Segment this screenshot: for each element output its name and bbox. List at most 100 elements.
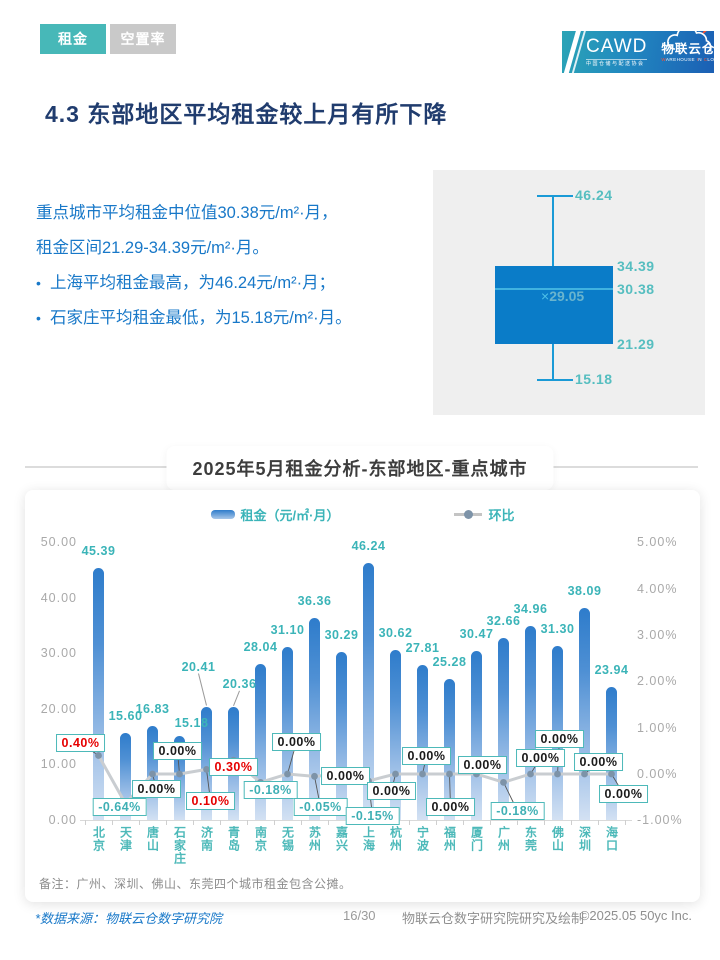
rent-value-label: 15.60 xyxy=(108,709,143,724)
rent-value-label: 25.28 xyxy=(432,655,467,670)
mom-change-badge: 0.40% xyxy=(55,734,106,752)
rent-value-label: 34.96 xyxy=(513,601,548,616)
legend-item-rent: 租金（元/㎡·月） xyxy=(210,505,340,524)
boxplot-upper-cap xyxy=(537,195,573,197)
summary-text: 重点城市平均租金中位值30.38元/m²·月， 租金区间21.29-34.39元… xyxy=(36,196,436,336)
rent-value-label: 31.10 xyxy=(270,623,305,638)
x-axis-label: 福州 xyxy=(442,826,457,852)
mom-dot xyxy=(527,770,534,778)
page-title: 4.3 东部地区平均租金较上月有所下降 xyxy=(45,101,448,128)
right-axis-tick: 0.00% xyxy=(637,767,678,781)
rent-boxplot: 46.24 34.39 30.38 21.29 15.18 ×29.05 xyxy=(433,170,705,415)
x-axis-label: 苏州 xyxy=(307,826,322,852)
rent-value-label: 30.62 xyxy=(378,625,413,640)
mom-dot xyxy=(203,765,210,773)
cawd-wordmark: CAWD xyxy=(586,36,648,57)
rent-bar xyxy=(336,651,347,820)
mom-dot xyxy=(608,770,615,778)
x-axis-label: 嘉兴 xyxy=(334,826,349,852)
mom-dot xyxy=(149,770,156,778)
mom-dot xyxy=(554,770,561,778)
data-source: *数据来源：物联云仓数字研究院 xyxy=(35,911,223,926)
rent-bar xyxy=(255,664,266,820)
summary-bullet: • 上海平均租金最高，为46.24元/m²·月； xyxy=(36,266,436,301)
mom-dot xyxy=(446,770,453,778)
mom-change-badge: -0.18% xyxy=(490,802,545,820)
rent-value-label: 27.81 xyxy=(405,641,440,656)
mom-change-badge: 0.00% xyxy=(425,798,476,816)
mom-change-badge: 0.00% xyxy=(401,747,452,765)
x-axis-label: 青岛 xyxy=(226,826,241,852)
mom-dot xyxy=(392,770,399,778)
boxplot-q3-label: 34.39 xyxy=(617,257,655,274)
tab-vacancy[interactable]: 空置率 xyxy=(110,24,176,54)
x-axis-label: 深圳 xyxy=(577,826,592,852)
boxplot-box xyxy=(495,265,613,344)
x-axis-tick xyxy=(328,820,329,825)
x-axis-label: 宁波 xyxy=(415,826,430,852)
x-axis-label: 北京 xyxy=(91,826,106,852)
rent-bar xyxy=(471,650,482,820)
rent-bar xyxy=(120,733,131,820)
x-axis-label: 海口 xyxy=(604,826,619,852)
boxplot-median-label: 30.38 xyxy=(617,281,655,298)
rent-bar xyxy=(174,735,185,820)
rent-bar xyxy=(417,665,428,820)
wuliancloud-wordmark: 物联云仓 xyxy=(661,42,714,57)
x-axis-tick xyxy=(139,820,140,825)
page-footer: *数据来源：物联云仓数字研究院 16/30 物联云仓数字研究院研究及绘制 ©20… xyxy=(0,908,720,928)
boxplot-median-line xyxy=(495,288,613,291)
rent-value-label: 23.94 xyxy=(594,662,629,677)
x-axis-label: 佛山 xyxy=(550,826,565,852)
rent-value-label: 38.09 xyxy=(567,584,602,599)
mom-dot xyxy=(419,770,426,778)
mom-dot xyxy=(176,770,183,778)
chart-legend: 租金（元/㎡·月） 环比 xyxy=(25,505,700,524)
summary-line: 租金区间21.29-34.39元/m²·月。 xyxy=(36,239,269,257)
rent-bar xyxy=(579,608,590,820)
combo-chart-plot: 0.00 10.00 20.00 30.00 40.00 50.00 -1.00% 0.00%… xyxy=(25,528,700,880)
boxplot-upper-whisker xyxy=(552,195,554,266)
x-axis-tick xyxy=(301,820,302,825)
x-axis-tick xyxy=(598,820,599,825)
x-axis-label: 天津 xyxy=(118,826,133,852)
mom-change-badge: 0.00% xyxy=(457,756,508,774)
mom-dot xyxy=(284,770,291,778)
mom-change-badge: -0.15% xyxy=(345,807,400,825)
rent-value-label: 16.83 xyxy=(135,702,170,717)
x-axis-tick xyxy=(409,820,410,825)
credit-text: 物联云仓数字研究院研究及绘制 xyxy=(402,911,585,926)
boxplot-lower-cap xyxy=(537,379,573,381)
rent-value-label: 20.41 xyxy=(181,659,216,674)
legend-label: 租金（元/㎡·月） xyxy=(240,508,340,523)
x-axis-tick xyxy=(220,820,221,825)
x-axis-tick xyxy=(436,820,437,825)
boxplot-q1-label: 21.29 xyxy=(617,335,655,352)
summary-line: 重点城市平均租金中位值30.38元/m²·月， xyxy=(36,204,338,222)
right-axis-tick: 5.00% xyxy=(637,535,678,550)
rent-value-label: 15.18 xyxy=(174,715,209,730)
tab-rent[interactable]: 租金 xyxy=(40,24,106,54)
legend-line-swatch xyxy=(454,510,483,519)
x-axis-tick xyxy=(85,820,86,825)
boxplot-lower-whisker xyxy=(552,343,554,380)
x-axis-label: 杭州 xyxy=(388,826,403,852)
rent-value-label: 46.24 xyxy=(351,538,386,553)
rent-value-label: 32.66 xyxy=(486,614,521,629)
left-axis-tick: 20.00 xyxy=(40,701,77,716)
x-axis-label: 唐山 xyxy=(145,826,160,852)
x-axis-label: 南京 xyxy=(253,826,268,852)
mom-change-badge: 0.00% xyxy=(515,749,566,767)
cawd-subtitle: 中国仓储与配送协会 xyxy=(586,59,648,67)
summary-bullet: • 石家庄平均租金最低，为15.18元/m²·月。 xyxy=(36,301,436,336)
mom-dot xyxy=(311,772,318,780)
mom-change-badge: 0.00% xyxy=(573,753,624,771)
rent-bar xyxy=(363,562,374,820)
rent-value-label: 45.39 xyxy=(81,543,116,558)
rent-value-label: 36.36 xyxy=(297,593,332,608)
right-axis-tick: -1.00% xyxy=(637,813,683,828)
x-axis-label: 济南 xyxy=(199,826,214,852)
chart-title: 2025年5月租金分析-东部地区-重点城市 xyxy=(166,446,554,490)
left-axis-tick: 10.00 xyxy=(40,757,77,772)
right-axis-tick: 4.00% xyxy=(637,581,678,596)
